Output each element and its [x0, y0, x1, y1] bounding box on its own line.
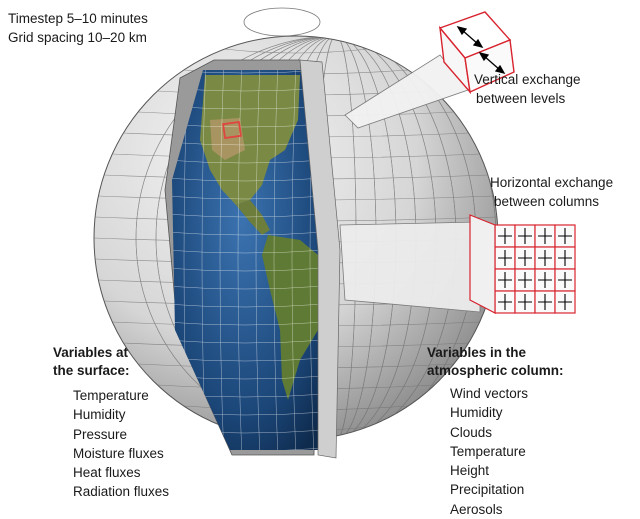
column-heading-line1: Variables in the: [427, 345, 527, 360]
horizontal-callout-beam: [339, 221, 481, 313]
horizontal-exchange-label: Horizontal exchange between columns: [490, 173, 613, 211]
exchange-arrow: [558, 228, 572, 244]
exchange-arrow: [558, 294, 572, 310]
surface-heading-line1: Variables at: [53, 345, 129, 360]
variable-item: Clouds: [450, 424, 493, 440]
variable-item: Moisture fluxes: [73, 445, 164, 461]
variable-item: Humidity: [450, 405, 503, 421]
exchange-arrow: [498, 294, 512, 310]
surface-variables-list: Temperature Humidity Pressure Moisture flux…: [53, 386, 169, 502]
column-grid-side: [469, 214, 496, 314]
exchange-arrow: [518, 250, 532, 266]
surface-variables-panel: Variables at the surface: Temperature Hum…: [53, 344, 169, 502]
variable-item: Temperature: [450, 443, 526, 459]
horizontal-exchange-line1: Horizontal exchange: [490, 175, 614, 190]
surface-heading-line2: the surface:: [53, 363, 130, 378]
variable-item: Wind vectors: [450, 386, 529, 401]
column-variables-list: Wind vectors Humidity Clouds Temperature Hei…: [427, 384, 564, 519]
horizontal-column-grid: [469, 214, 576, 314]
exchange-arrow: [538, 228, 552, 244]
central-america-landmass: [236, 200, 270, 235]
variable-item: Aerosols: [450, 501, 503, 517]
timestep-label: Timestep 5–10 minutes: [8, 11, 148, 26]
vertical-exchange-line1: Vertical exchange: [474, 72, 581, 87]
column-variables-panel: Variables in the atmospheric column: Win…: [427, 344, 564, 519]
vertical-exchange-label: Vertical exchange between levels: [474, 70, 581, 108]
variable-item: Height: [450, 463, 490, 479]
vertical-column-cube: [438, 11, 515, 95]
exchange-arrow: [538, 294, 552, 310]
exchange-arrow: [498, 228, 512, 244]
exchange-arrow: [518, 272, 532, 288]
vertical-exchange-line2: between levels: [476, 91, 566, 106]
exchange-arrow: [558, 272, 572, 288]
exchange-arrow: [498, 250, 512, 266]
exchange-arrow: [538, 250, 552, 266]
column-heading-line2: atmospheric column:: [427, 363, 564, 378]
north-america-landmass: [200, 75, 300, 205]
grid-spacing-label: Grid spacing 10–20 km: [8, 30, 147, 45]
top-note: Timestep 5–10 minutes Grid spacing 10–20…: [8, 9, 148, 47]
exchange-arrow: [498, 272, 512, 288]
variable-item: Pressure: [73, 426, 128, 442]
variable-item: Radiation fluxes: [73, 484, 170, 500]
variable-item: Temperature: [73, 388, 149, 403]
polar-cap: [243, 7, 321, 37]
exchange-arrow: [558, 250, 572, 266]
exchange-arrow: [518, 294, 532, 310]
vertical-exchange-arrows: [456, 25, 506, 75]
exchange-arrow: [518, 228, 532, 244]
horizontal-exchange-line2: between columns: [494, 194, 600, 209]
south-america-landmass: [262, 235, 318, 400]
desert-area: [210, 118, 245, 160]
variable-item: Heat fluxes: [73, 465, 141, 481]
exchange-arrow: [538, 272, 552, 288]
variable-item: Humidity: [73, 407, 126, 423]
cutaway-right-face: [299, 59, 341, 459]
variable-item: Precipitation: [450, 482, 525, 498]
highlighted-grid-cell: [222, 120, 242, 140]
